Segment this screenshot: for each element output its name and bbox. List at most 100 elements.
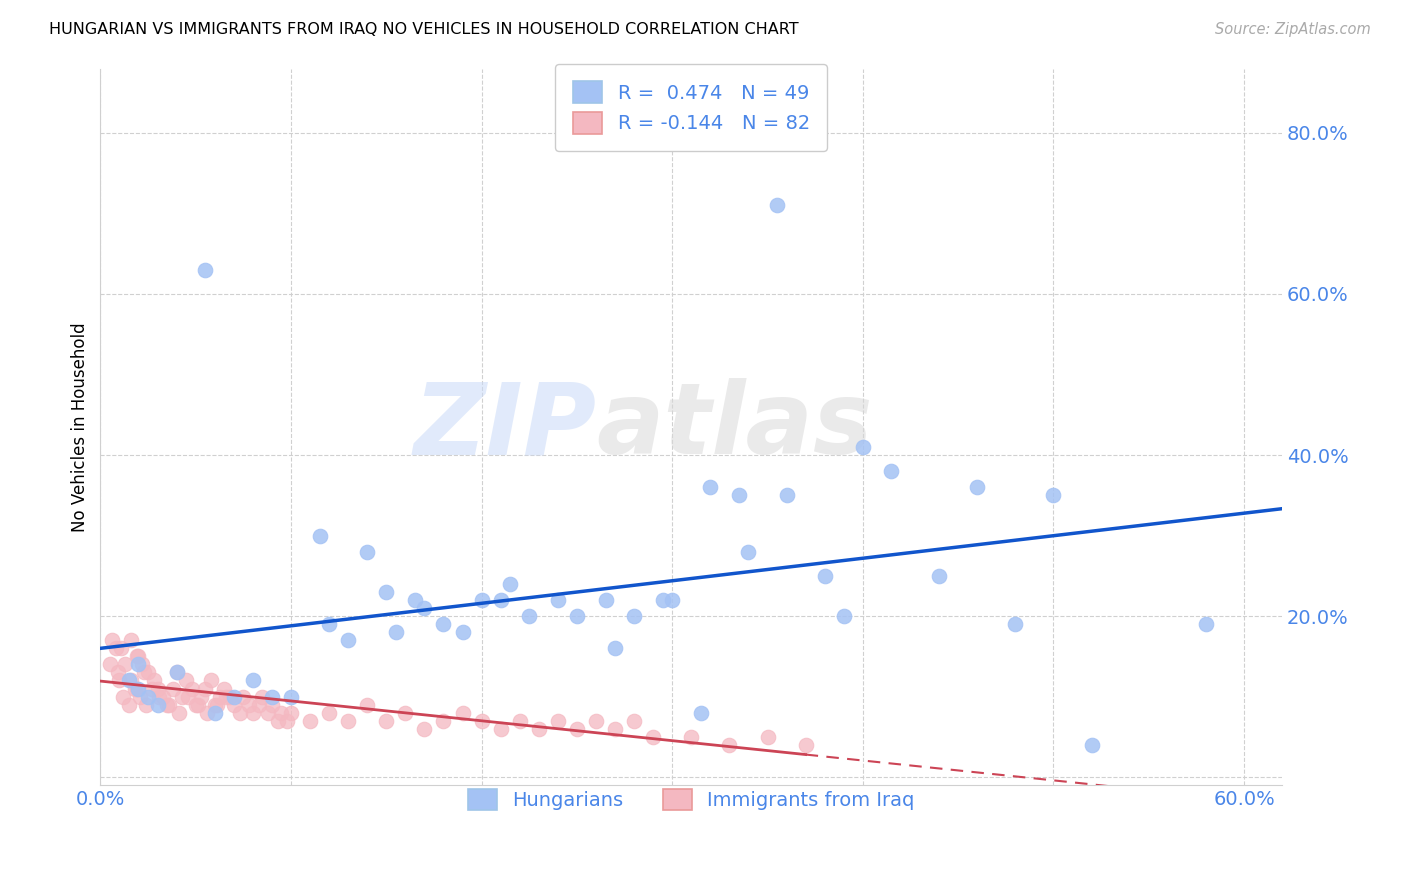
Point	[125, 649, 148, 664]
Point	[1080, 738, 1102, 752]
Point	[623, 609, 645, 624]
Point	[651, 593, 673, 607]
Point	[1042, 488, 1064, 502]
Point	[136, 690, 159, 704]
Point	[404, 593, 426, 607]
Point	[232, 690, 254, 704]
Point	[451, 706, 474, 720]
Text: ZIP: ZIP	[413, 378, 596, 475]
Point	[120, 673, 142, 688]
Point	[270, 706, 292, 720]
Point	[135, 698, 157, 712]
Point	[794, 738, 817, 752]
Point	[127, 657, 149, 672]
Point	[643, 730, 665, 744]
Point	[190, 690, 212, 704]
Point	[204, 698, 226, 712]
Point	[509, 714, 531, 728]
Point	[177, 690, 200, 704]
Point	[266, 714, 288, 728]
Point	[127, 649, 149, 664]
Point	[880, 464, 903, 478]
Point	[112, 690, 135, 704]
Point	[194, 681, 217, 696]
Point	[127, 681, 149, 696]
Point	[252, 690, 274, 704]
Point	[118, 673, 141, 688]
Point	[689, 706, 711, 720]
Point	[257, 706, 280, 720]
Point	[242, 706, 264, 720]
Point	[1004, 617, 1026, 632]
Point	[200, 673, 222, 688]
Point	[260, 690, 283, 704]
Point	[565, 722, 588, 736]
Point	[318, 617, 340, 632]
Point	[451, 625, 474, 640]
Point	[737, 544, 759, 558]
Point	[247, 698, 270, 712]
Point	[242, 673, 264, 688]
Point	[134, 665, 156, 680]
Point	[148, 690, 170, 704]
Point	[852, 440, 875, 454]
Point	[195, 706, 218, 720]
Point	[318, 706, 340, 720]
Point	[141, 681, 163, 696]
Point	[499, 577, 522, 591]
Point	[152, 690, 174, 704]
Point	[623, 714, 645, 728]
Point	[212, 681, 235, 696]
Point	[110, 641, 132, 656]
Point	[299, 714, 322, 728]
Point	[204, 706, 226, 720]
Point	[167, 706, 190, 720]
Point	[222, 698, 245, 712]
Point	[114, 657, 136, 672]
Point	[104, 641, 127, 656]
Point	[166, 665, 188, 680]
Point	[172, 690, 194, 704]
Point	[547, 714, 569, 728]
Point	[184, 698, 207, 712]
Point	[156, 698, 179, 712]
Point	[337, 714, 360, 728]
Point	[276, 714, 298, 728]
Text: Source: ZipAtlas.com: Source: ZipAtlas.com	[1215, 22, 1371, 37]
Point	[98, 657, 121, 672]
Point	[280, 706, 302, 720]
Point	[527, 722, 550, 736]
Point	[356, 698, 378, 712]
Point	[375, 714, 398, 728]
Point	[661, 593, 683, 607]
Point	[385, 625, 408, 640]
Legend: Hungarians, Immigrants from Iraq: Hungarians, Immigrants from Iraq	[453, 773, 931, 826]
Point	[413, 601, 436, 615]
Point	[585, 714, 607, 728]
Point	[187, 698, 209, 712]
Point	[966, 480, 988, 494]
Point	[432, 714, 454, 728]
Point	[157, 698, 180, 712]
Point	[1195, 617, 1218, 632]
Point	[337, 633, 360, 648]
Point	[489, 593, 512, 607]
Point	[394, 706, 416, 720]
Point	[219, 690, 242, 704]
Y-axis label: No Vehicles in Household: No Vehicles in Household	[72, 322, 89, 532]
Point	[129, 690, 152, 704]
Point	[136, 665, 159, 680]
Point	[120, 633, 142, 648]
Point	[215, 690, 238, 704]
Point	[547, 593, 569, 607]
Point	[565, 609, 588, 624]
Point	[124, 681, 146, 696]
Point	[228, 706, 250, 720]
Point	[413, 722, 436, 736]
Point	[162, 681, 184, 696]
Point	[131, 657, 153, 672]
Point	[174, 673, 197, 688]
Point	[194, 262, 217, 277]
Point	[603, 641, 626, 656]
Point	[603, 722, 626, 736]
